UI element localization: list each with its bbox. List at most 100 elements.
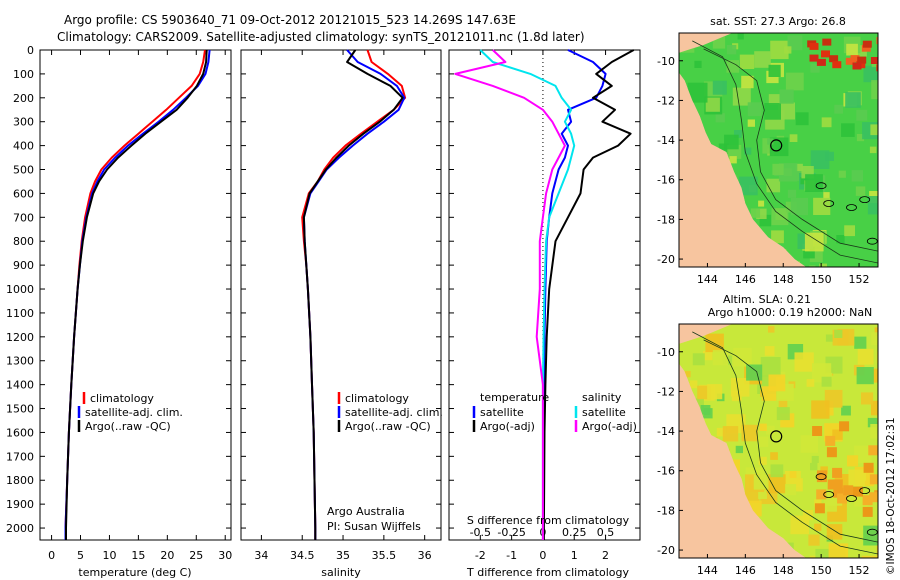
- sla-field-cell: [810, 462, 818, 471]
- depth-tick-label: 1400: [6, 379, 34, 392]
- sst-field-cell: [785, 72, 804, 91]
- sla-lat-tick-label: -10: [657, 346, 675, 359]
- sst-field-cell: [787, 189, 797, 198]
- sst-field-cell: [767, 138, 774, 145]
- depth-tick-label: 1500: [6, 403, 34, 416]
- sla-field-cell: [820, 466, 828, 474]
- sst-warm-cell: [850, 55, 860, 63]
- sst-field-cell: [810, 63, 820, 73]
- sst-map-frame: [678, 32, 879, 268]
- temperature-x-tick-label: 25: [189, 549, 203, 562]
- temperature-x-tick-label: 20: [160, 549, 174, 562]
- sst-field-cell: [846, 43, 858, 56]
- sst-field-cell: [809, 265, 816, 267]
- sst-map-field: [679, 33, 878, 267]
- sst-field-cell: [747, 119, 755, 127]
- sla-field-cell: [778, 399, 788, 408]
- sst-field-cell: [754, 51, 771, 68]
- sla-lat-tick-label: -14: [657, 425, 675, 438]
- sst-field-cell: [867, 196, 878, 215]
- sst-lon-tick-label: 144: [697, 273, 718, 286]
- sst-warm-cell: [809, 54, 819, 62]
- sst-bathymetry-contour: [703, 48, 878, 252]
- sst-field-cell: [795, 163, 803, 172]
- salinity-x-tick-label: 34.5: [290, 549, 315, 562]
- sla-field-cell: [703, 350, 713, 361]
- sla-bathymetry-contour: [703, 339, 878, 543]
- sst-field-cell: [789, 134, 798, 142]
- depth-tick-label: 500: [13, 164, 34, 177]
- s-difference-tick-label: -0.5: [470, 526, 491, 539]
- sla-field-cell: [847, 455, 859, 467]
- sla-field-cell: [815, 548, 834, 558]
- sst-field-cell: [712, 80, 727, 95]
- sla-high-cell: [832, 479, 843, 490]
- depth-tick-label: 1300: [6, 355, 34, 368]
- sla-field-cell: [856, 367, 874, 385]
- sla-high-cell: [868, 445, 878, 456]
- sst-field-cell: [769, 137, 789, 157]
- imos-timestamp-note: ©IMOS 18-Oct-2012 17:02:31: [885, 417, 897, 575]
- sla-field-cell: [689, 380, 698, 389]
- sst-field-cell: [821, 117, 832, 128]
- legend-label-s-argo: Argo(-adj): [582, 420, 637, 433]
- depth-tick-label: 1200: [6, 331, 34, 344]
- sla-high-cell: [862, 506, 873, 517]
- depth-tick-label: 1700: [6, 450, 34, 463]
- sla-field-cell: [700, 405, 711, 415]
- sla-field-cell: [877, 351, 878, 364]
- sla-field-cell: [760, 357, 781, 377]
- sst-lon-tick-label: 150: [811, 273, 832, 286]
- sla-field-cell: [821, 376, 832, 387]
- sst-argo-position-marker: [770, 139, 783, 152]
- sst-field-cell: [750, 208, 761, 218]
- sla-field-cell: [794, 352, 814, 372]
- sst-lon-tick-label: 152: [849, 273, 870, 286]
- sst-field-cell: [836, 235, 845, 244]
- sst-field-cell: [856, 134, 865, 142]
- s-difference-tick-label: -0.25: [497, 526, 525, 539]
- sla-high-cell: [826, 447, 837, 458]
- salinity-x-tick-label: 36: [418, 549, 432, 562]
- sst-field-cell: [724, 134, 739, 150]
- s-difference-tick-label: 0.5: [597, 526, 615, 539]
- depth-tick-label: 600: [13, 187, 34, 200]
- sla-field-cell: [876, 542, 878, 556]
- sla-field-cell: [764, 346, 775, 356]
- depth-tick-label: 300: [13, 116, 34, 129]
- sla-high-cell: [832, 467, 843, 478]
- figure-title-line2: Climatology: CARS2009. Satellite-adjuste…: [57, 30, 585, 44]
- sla-lat-tick-label: -20: [657, 544, 675, 557]
- sla-field-cell: [733, 347, 752, 367]
- temperature-x-axis-label: temperature (deg C): [78, 566, 191, 579]
- sla-high-cell: [837, 493, 848, 504]
- sla-field-cell: [768, 326, 775, 333]
- sla-bathymetry-contour: [692, 331, 878, 555]
- sst-bathymetry-contour: [692, 40, 878, 264]
- sst-field-cell: [718, 143, 730, 154]
- sla-high-cell: [827, 479, 838, 490]
- sst-lat-tick-label: -12: [657, 94, 675, 107]
- difference-x-tick-label: 2: [602, 549, 609, 562]
- temperature-argo-line: [65, 49, 208, 540]
- depth-tick-label: 900: [13, 259, 34, 272]
- sst-field-cell: [823, 192, 830, 199]
- sla-reef-outline: [846, 495, 857, 502]
- sla-field-cell: [758, 456, 767, 465]
- figure-title-line1: Argo profile: CS 5903640_71 09-Oct-2012 …: [64, 13, 516, 27]
- sst-field-cell: [813, 197, 831, 215]
- sst-field-cell: [855, 186, 866, 196]
- sst-field-cell: [726, 60, 740, 73]
- sst-field-cell: [819, 263, 827, 267]
- sla-field-cell: [800, 435, 818, 453]
- sla-field-cell: [814, 523, 822, 531]
- sla-field-cell: [744, 488, 760, 503]
- sla-lon-tick-label: 150: [811, 564, 832, 577]
- sst-field-cell: [771, 208, 789, 226]
- sst-warm-cell: [845, 57, 855, 65]
- sla-lat-tick-label: -18: [657, 504, 675, 517]
- depth-tick-label: 1800: [6, 474, 34, 487]
- sla-field-cell: [863, 525, 878, 546]
- sla-reef-outline: [866, 528, 878, 536]
